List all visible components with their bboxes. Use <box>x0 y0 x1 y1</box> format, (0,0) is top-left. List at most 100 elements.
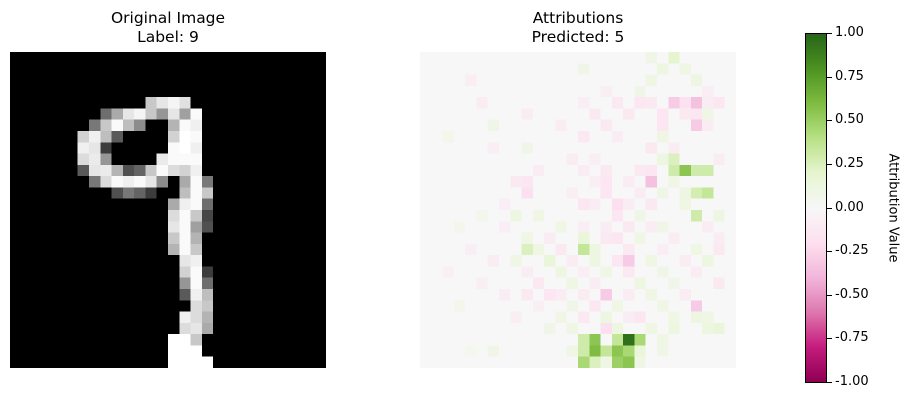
attributions-title-line2: Predicted: 5 <box>531 28 625 46</box>
attribution-pixel <box>713 322 725 335</box>
attribution-pixel <box>566 345 578 357</box>
digit-pixel <box>168 356 180 368</box>
digit-pixel <box>145 97 157 109</box>
attribution-pixel <box>713 210 725 222</box>
attribution-pixel <box>600 322 612 335</box>
attribution-pixel <box>611 97 624 109</box>
attribution-pixel <box>668 142 680 154</box>
attribution-pixel <box>578 289 590 301</box>
digit-pixel <box>168 131 180 143</box>
digit-pixel <box>201 322 214 335</box>
digit-pixel <box>201 356 214 368</box>
attribution-pixel <box>487 255 499 267</box>
attribution-pixel <box>589 198 601 210</box>
attribution-pixel <box>544 232 556 244</box>
digit-pixel <box>89 153 101 165</box>
attribution-pixel <box>578 198 590 210</box>
attribution-pixel <box>690 97 703 109</box>
attribution-pixel <box>611 356 624 368</box>
digit-pixel <box>179 356 191 368</box>
attribution-pixel <box>578 221 590 233</box>
attribution-pixel <box>634 356 646 368</box>
digit-pixel <box>179 108 191 120</box>
digit-pixel <box>201 210 214 222</box>
attribution-pixel <box>589 277 601 289</box>
colorbar-tick-label: -0.25 <box>835 243 869 259</box>
attribution-pixel <box>566 187 578 199</box>
digit-pixel <box>190 210 202 222</box>
attribution-pixel <box>600 311 612 323</box>
attribution-pixel <box>657 300 669 312</box>
attribution-pixel <box>611 255 624 267</box>
attribution-pixel <box>645 74 657 86</box>
attribution-pixel <box>668 97 680 109</box>
digit-pixel <box>201 198 214 210</box>
attribution-pixel <box>690 266 703 278</box>
digit-pixel <box>100 142 112 154</box>
attribution-pixel <box>657 345 669 357</box>
digit-pixel <box>190 311 202 323</box>
attribution-pixel <box>645 176 657 188</box>
attribution-pixel <box>645 221 657 233</box>
attribution-pixel <box>623 198 635 210</box>
attribution-pixel <box>544 289 556 301</box>
attribution-pixel <box>657 266 669 278</box>
attribution-pixel <box>623 345 635 357</box>
attribution-pixel <box>465 74 477 86</box>
digit-pixel <box>168 108 180 120</box>
digit-pixel <box>190 232 202 244</box>
attribution-pixel <box>499 289 511 301</box>
attribution-pixel <box>634 277 646 289</box>
attribution-pixel <box>600 85 612 98</box>
digit-pixel <box>190 243 202 256</box>
attribution-pixel <box>578 232 590 244</box>
digit-pixel <box>168 243 180 256</box>
attribution-pixel <box>702 322 714 335</box>
digit-pixel <box>77 153 89 165</box>
attribution-pixel <box>645 255 657 267</box>
attributions-heatmap <box>420 52 736 368</box>
digit-pixel <box>190 266 202 278</box>
attribution-pixel <box>521 243 533 256</box>
attribution-pixel <box>544 322 556 335</box>
attribution-pixel <box>532 277 545 289</box>
digit-pixel <box>179 243 191 256</box>
digit-pixel <box>168 334 180 346</box>
digit-pixel <box>190 345 202 357</box>
attribution-pixel <box>578 266 590 278</box>
digit-pixel <box>111 164 123 177</box>
attribution-pixel <box>487 345 499 357</box>
digit-pixel <box>134 119 146 131</box>
attribution-pixel <box>668 311 680 323</box>
digit-pixel <box>179 322 191 335</box>
digit-pixel <box>89 131 101 143</box>
original-image-title-line1: Original Image <box>110 9 226 27</box>
attribution-pixel <box>521 266 533 278</box>
attribution-pixel <box>634 345 646 357</box>
digit-pixel <box>100 176 112 188</box>
attribution-pixel <box>442 131 454 143</box>
attribution-pixel <box>623 243 635 256</box>
attribution-pixel <box>510 311 522 323</box>
attribution-pixel <box>600 289 612 301</box>
digit-pixel <box>134 108 146 120</box>
attribution-pixel <box>510 210 522 222</box>
digit-pixel <box>179 142 191 154</box>
attribution-pixel <box>657 243 669 256</box>
attribution-pixel <box>690 311 703 323</box>
digit-pixel <box>168 142 180 154</box>
digit-pixel <box>179 266 191 278</box>
digit-pixel <box>77 131 89 143</box>
digit-pixel <box>168 198 180 210</box>
attribution-pixel <box>611 300 624 312</box>
attribution-pixel <box>657 221 669 233</box>
attribution-pixel <box>589 153 601 165</box>
digit-pixel <box>89 119 101 131</box>
digit-pixel <box>190 176 202 188</box>
attribution-pixel <box>690 108 703 120</box>
colorbar-tick-label: 0.75 <box>835 68 864 84</box>
attribution-pixel <box>544 255 556 267</box>
digit-pixel <box>168 221 180 233</box>
digit-pixel <box>190 119 202 131</box>
attribution-pixel <box>611 198 624 210</box>
